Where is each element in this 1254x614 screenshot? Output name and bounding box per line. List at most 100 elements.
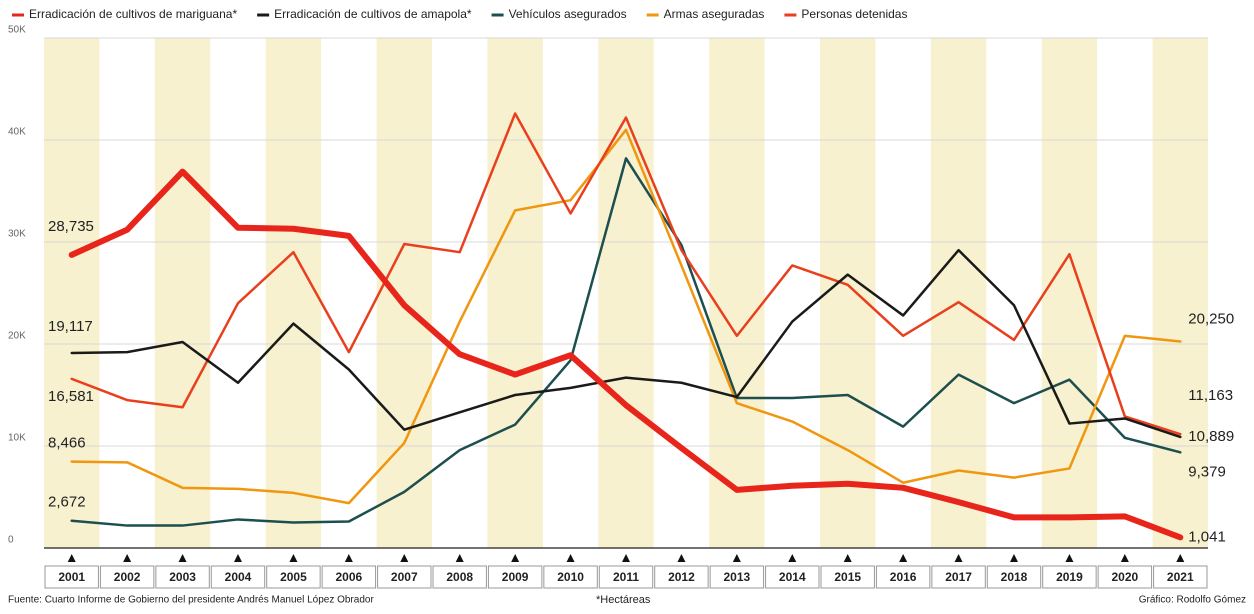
legend-label: Erradicación de cultivos de mariguana*: [29, 7, 237, 21]
x-tick-label: 2018: [1001, 570, 1028, 584]
x-tick-box: [1042, 565, 1097, 589]
x-tick-box: [598, 565, 654, 589]
x-tick-box: [931, 565, 986, 589]
x-tick-label: 2012: [668, 570, 695, 584]
x-tick-marker: [954, 554, 963, 562]
x-tick-box: [543, 565, 598, 589]
stripe: [930, 38, 987, 548]
x-tick-label: 2003: [169, 570, 196, 584]
stripe: [44, 38, 100, 548]
y-tick-label: 10K: [8, 433, 26, 444]
stripe: [820, 38, 876, 548]
line: [68, 168, 1184, 541]
x-tick-label: 2014: [779, 570, 806, 584]
data-label: 1,041: [1188, 528, 1226, 545]
x-tick-marker: [1120, 554, 1129, 562]
x-tick-label: 2007: [391, 570, 418, 584]
x-tick-label: 2016: [890, 570, 917, 584]
stripe: [487, 38, 543, 548]
x-tick-label: 2020: [1112, 570, 1139, 584]
x-tick-label: 2010: [557, 570, 584, 584]
data-label: 8,466: [48, 435, 86, 452]
x-tick-marker: [788, 554, 797, 562]
x-tick-box: [210, 565, 266, 589]
y-tick-label: 40K: [8, 127, 26, 138]
x-tick-marker: [511, 554, 520, 562]
legend-label: Erradicación de cultivos de amapola*: [274, 7, 472, 21]
x-tick-marker: [1065, 554, 1074, 562]
data-label: 19,117: [48, 318, 93, 335]
x-tick-box: [1153, 565, 1208, 589]
x-tick-marker: [455, 554, 464, 562]
x-tick-label: 2004: [225, 570, 252, 584]
x-tick-label: 2015: [834, 570, 861, 584]
legend-label: Vehículos asegurados: [509, 7, 627, 21]
data-label: 10,889: [1188, 428, 1234, 445]
data-label: 2,672: [48, 494, 86, 511]
x-tick-box: [875, 565, 931, 589]
stripe: [376, 38, 432, 548]
x-tick-label: 2011: [613, 570, 639, 584]
legend-label: Armas aseguradas: [664, 7, 765, 21]
x-tick-box: [377, 565, 432, 589]
x-tick-box: [820, 565, 875, 589]
line: [70, 128, 1182, 505]
x-tick-box: [432, 565, 487, 589]
x-tick-label: 2017: [945, 570, 972, 584]
x-tick-marker: [1176, 554, 1185, 562]
x-tick-marker: [732, 554, 741, 562]
stripe: [598, 38, 654, 548]
x-tick-marker: [1010, 554, 1018, 562]
x-tick-marker: [344, 554, 353, 562]
x-tick-box: [986, 565, 1042, 589]
x-tick-marker: [899, 554, 908, 562]
credit: Gráfico: Rodolfo Gómez: [1139, 595, 1246, 606]
x-tick-label: 2002: [114, 570, 141, 584]
x-tick-box: [487, 565, 543, 589]
x-tick-marker: [289, 554, 298, 562]
x-tick-label: 2013: [724, 570, 751, 584]
stripe: [154, 38, 211, 548]
x-tick-marker: [123, 554, 132, 562]
x-tick-box: [321, 565, 377, 589]
x-tick-box: [765, 565, 820, 589]
y-tick-label: 0: [8, 535, 14, 546]
data-label: 28,735: [48, 218, 94, 235]
x-tick-marker: [566, 554, 575, 562]
x-tick-label: 2009: [502, 570, 529, 584]
data-label: 11,163: [1188, 387, 1233, 404]
x-tick-label: 2021: [1167, 570, 1194, 584]
x-tick-marker: [67, 554, 76, 562]
x-tick-marker: [843, 554, 852, 562]
x-tick-label: 2006: [336, 570, 363, 584]
data-label: 16,581: [48, 388, 94, 405]
x-tick-marker: [234, 554, 242, 562]
line: [70, 112, 1182, 436]
x-tick-box: [1097, 565, 1153, 589]
x-tick-box: [709, 565, 765, 589]
x-tick-marker: [677, 554, 686, 562]
source: Fuente: Cuarto Informe de Gobierno del p…: [8, 595, 374, 606]
stripe: [1152, 38, 1208, 548]
x-tick-marker: [400, 554, 409, 562]
x-tick-marker: [622, 554, 630, 562]
data-label: 20,250: [1188, 310, 1234, 327]
line: [70, 248, 1182, 439]
x-tick-box: [44, 565, 99, 589]
x-tick-box: [654, 565, 709, 589]
stripe: [265, 38, 322, 548]
x-tick-label: 2001: [58, 570, 85, 584]
line: [70, 157, 1182, 527]
x-tick-box: [155, 565, 210, 589]
data-label: 9,379: [1188, 463, 1226, 480]
y-tick-label: 20K: [8, 331, 26, 342]
y-tick-label: 30K: [8, 229, 26, 240]
x-tick-box: [266, 565, 321, 589]
y-tick-label: 50K: [8, 25, 26, 36]
x-tick-label: 2019: [1056, 570, 1083, 584]
legend-label: Personas detenidas: [801, 7, 907, 21]
background: [44, 38, 1208, 548]
stripe: [709, 38, 765, 548]
x-tick-box: [99, 565, 155, 589]
